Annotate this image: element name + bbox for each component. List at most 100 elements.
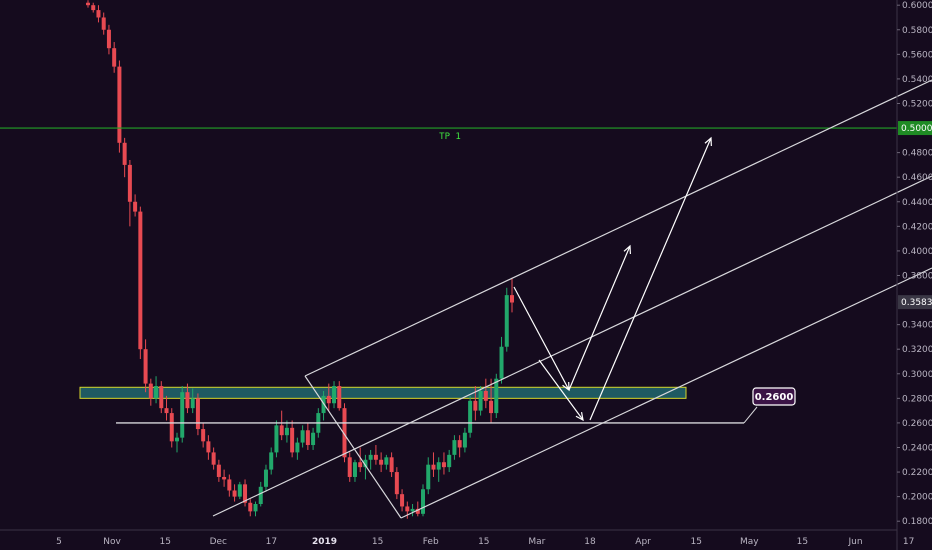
arrow-up-2-head (704, 136, 712, 147)
candle (394, 467, 399, 500)
candle (185, 383, 190, 414)
candle-body (237, 484, 242, 497)
candle-body (227, 479, 232, 491)
candle-body (169, 413, 174, 442)
candle (222, 469, 227, 487)
candle-body (86, 2, 90, 6)
candle-body (379, 459, 384, 465)
y-tick-label: 0.2400 (902, 443, 932, 453)
price-label-tag: 0.3583 (898, 295, 932, 310)
candle-body (253, 503, 258, 512)
candle-body (206, 441, 211, 453)
candle-body (91, 5, 96, 11)
y-tick-label: 0.2000 (902, 493, 932, 503)
candle-body (101, 17, 106, 30)
y-tick-label: 0.1800 (902, 517, 932, 527)
candle (138, 206, 143, 360)
candle (426, 457, 431, 495)
x-tick-label: 17 (903, 537, 914, 547)
candle-body (295, 442, 300, 453)
x-tick-label: Feb (423, 537, 439, 547)
y-tick-label: 0.5200 (902, 99, 932, 109)
resistance-zone (79, 386, 687, 399)
candle (368, 449, 373, 470)
x-tick-label: Nov (103, 537, 121, 547)
candle-body (421, 489, 426, 514)
candle (195, 393, 200, 436)
channel-lower-line (400, 267, 932, 519)
price-label-bg (898, 121, 932, 136)
candle (227, 474, 232, 497)
candle-body (300, 430, 305, 443)
candle-body (311, 432, 316, 446)
candle-body (211, 452, 216, 465)
candle (410, 503, 415, 517)
candle-body (426, 464, 431, 490)
candle-body (489, 400, 494, 414)
candle (106, 24, 111, 55)
x-tick-label: 15 (478, 537, 489, 547)
candle (284, 420, 289, 443)
y-tick-label: 0.4800 (902, 149, 932, 159)
y-tick-label: 0.6000 (902, 1, 932, 11)
candle (91, 2, 96, 13)
y-tick-label: 0.2200 (902, 468, 932, 478)
price-callout: 0.2600 (752, 387, 796, 406)
arrow-up-1 (568, 244, 631, 391)
candle-body (326, 395, 331, 404)
candle (96, 5, 101, 23)
candle (384, 454, 389, 470)
y-tick-label: 0.5400 (902, 75, 932, 85)
candle (101, 12, 106, 35)
channel-connector-line (304, 375, 402, 519)
arrow-down-1-path (513, 286, 570, 391)
candle-body (174, 437, 179, 442)
candle (457, 435, 462, 458)
candle-body (127, 164, 132, 202)
candle (243, 479, 248, 507)
candle-body (494, 378, 499, 414)
candle (122, 137, 127, 178)
candle (216, 459, 221, 482)
candle (332, 381, 337, 409)
price-label-tag: 0.5000 (898, 121, 932, 136)
candle (253, 501, 258, 517)
y-tick-label: 0.5600 (902, 50, 932, 60)
y-tick-label: 0.3000 (902, 370, 932, 380)
candle-body (201, 429, 206, 442)
candle-body (274, 425, 279, 453)
y-tick-label: 0.4400 (902, 198, 932, 208)
candle-body (468, 400, 473, 433)
callout-pointer (743, 406, 758, 424)
candle-body (216, 464, 221, 477)
candle-body (332, 386, 337, 404)
candle (510, 277, 514, 313)
candle-body (483, 390, 488, 401)
candle-body (232, 490, 237, 497)
candle (127, 159, 132, 227)
candle (154, 376, 159, 404)
candle-body (342, 408, 347, 458)
y-tick-label: 0.2800 (902, 394, 932, 404)
x-tick-label: 15 (372, 537, 383, 547)
candle-body (352, 462, 357, 477)
candle-body (117, 66, 122, 143)
candle-body (478, 390, 483, 411)
candle-body (384, 457, 389, 465)
candle-body (389, 457, 394, 473)
candle (263, 464, 268, 492)
arrow-up-1-head (623, 244, 631, 255)
candle (112, 42, 117, 73)
arrow-up-2 (589, 136, 712, 421)
candle (421, 484, 426, 517)
x-tick-label: Dec (210, 537, 227, 547)
candle (206, 435, 211, 460)
candle-body (431, 464, 436, 470)
candle-body (405, 506, 410, 512)
candle (311, 427, 316, 450)
candle-body (441, 462, 446, 468)
price-callout-box (752, 387, 796, 406)
candle-body (457, 440, 462, 448)
candle-body (447, 454, 452, 468)
